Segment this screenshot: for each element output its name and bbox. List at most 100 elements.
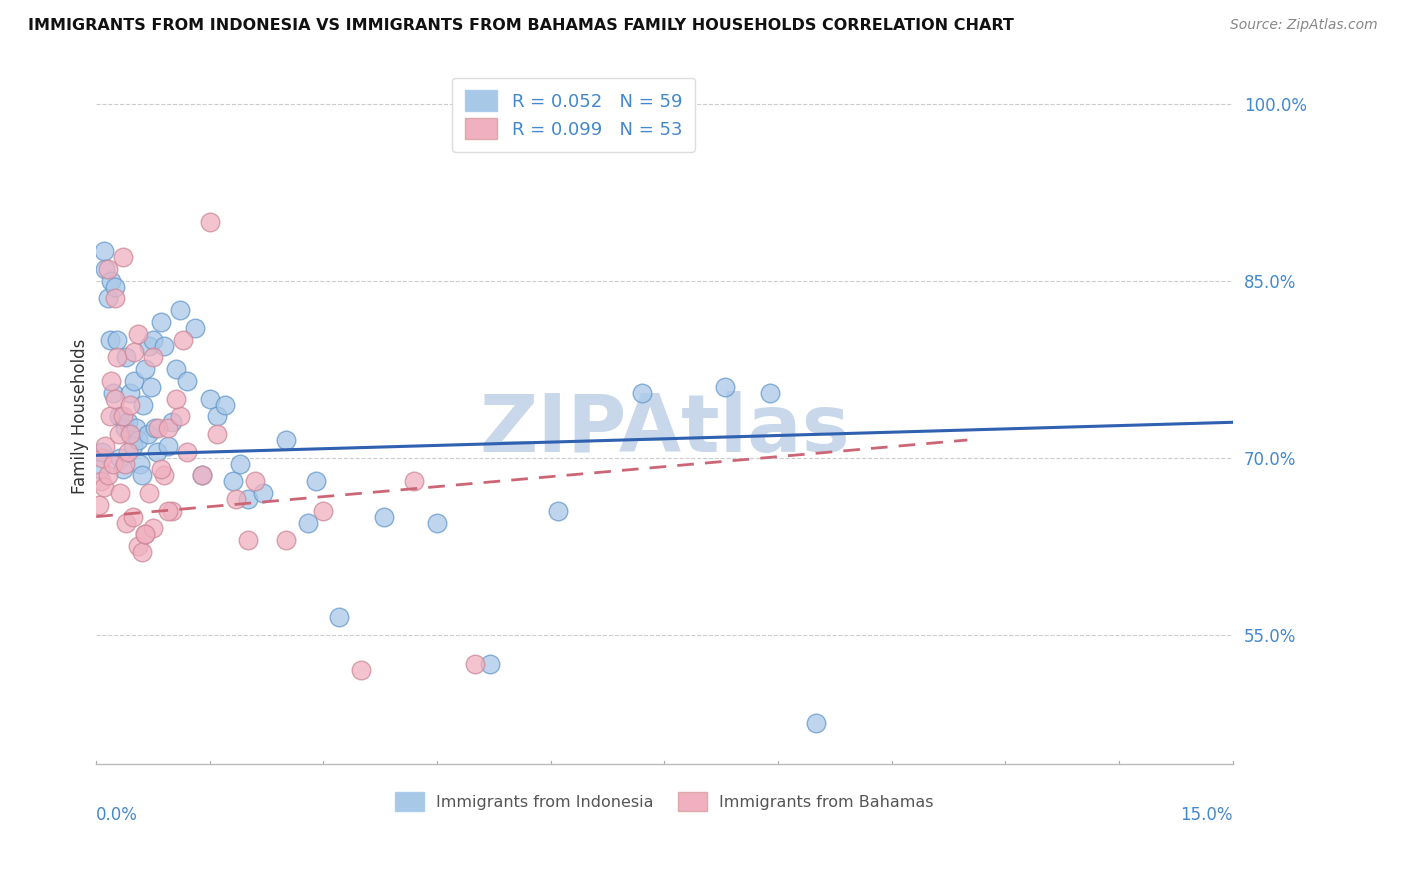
Point (96, 262, 118, 277)
Point (479, 657, 502, 671)
Point (149, 462, 172, 476)
Point (176, 444, 198, 458)
Point (127, 539, 149, 553)
Point (90, 475, 112, 489)
Point (120, 398, 142, 412)
Text: Source: ZipAtlas.com: Source: ZipAtlas.com (1230, 18, 1378, 32)
Point (94, 439, 117, 453)
Point (157, 421, 180, 435)
Point (146, 444, 169, 458)
Point (98, 409, 121, 424)
Point (143, 421, 166, 435)
Point (160, 504, 183, 518)
Point (236, 491, 259, 506)
Legend: Immigrants from Indonesia, Immigrants from Bahamas: Immigrants from Indonesia, Immigrants fr… (387, 784, 942, 819)
Point (131, 468, 153, 483)
Point (207, 409, 229, 424)
Point (93, 244, 115, 259)
Point (134, 362, 156, 376)
Point (153, 338, 176, 352)
Point (108, 409, 131, 424)
Point (297, 516, 319, 530)
Point (91, 450, 114, 465)
Point (101, 385, 124, 400)
Point (245, 475, 267, 489)
Point (373, 509, 395, 524)
Point (547, 504, 569, 518)
Point (134, 527, 156, 541)
Point (160, 415, 183, 429)
Point (134, 527, 156, 541)
Y-axis label: Family Households: Family Households (72, 339, 89, 494)
Point (110, 450, 132, 465)
Point (172, 333, 194, 347)
Point (108, 427, 131, 442)
Point (165, 392, 187, 406)
Point (104, 279, 127, 293)
Point (165, 362, 187, 376)
Point (138, 338, 160, 352)
Point (132, 398, 155, 412)
Point (105, 351, 128, 365)
Text: 0.0%: 0.0% (96, 806, 138, 824)
Point (142, 521, 165, 535)
Point (127, 433, 149, 447)
Point (114, 457, 136, 471)
Point (148, 421, 170, 435)
Point (122, 374, 145, 388)
Point (714, 380, 737, 394)
Point (98, 333, 121, 347)
Point (93, 480, 115, 494)
Point (804, 716, 827, 731)
Point (149, 315, 172, 329)
Point (157, 439, 180, 453)
Point (94, 262, 117, 277)
Point (153, 468, 176, 483)
Point (157, 504, 180, 518)
Point (104, 392, 127, 406)
Point (127, 326, 149, 341)
Point (89, 498, 111, 512)
Point (191, 468, 214, 483)
Point (96, 468, 118, 483)
Point (111, 409, 134, 424)
Point (274, 533, 297, 548)
Point (120, 385, 142, 400)
Point (121, 509, 143, 524)
Point (111, 462, 134, 476)
Point (328, 610, 350, 624)
Point (124, 421, 146, 435)
Point (89, 462, 111, 476)
Point (191, 468, 214, 483)
Point (142, 351, 165, 365)
Point (121, 439, 143, 453)
Text: ZIPAtlas: ZIPAtlas (479, 392, 849, 469)
Point (221, 475, 243, 489)
Point (198, 392, 221, 406)
Point (117, 415, 139, 429)
Point (759, 385, 782, 400)
Point (122, 344, 145, 359)
Point (115, 516, 138, 530)
Text: 15.0%: 15.0% (1180, 806, 1233, 824)
Point (225, 491, 247, 506)
Point (214, 398, 236, 412)
Point (131, 545, 153, 559)
Point (198, 215, 221, 229)
Point (120, 427, 142, 442)
Point (111, 250, 134, 264)
Point (91, 444, 114, 458)
Point (138, 486, 160, 500)
Point (96, 292, 118, 306)
Point (115, 351, 138, 365)
Point (169, 409, 191, 424)
Point (207, 427, 229, 442)
Point (274, 433, 297, 447)
Point (229, 457, 252, 471)
Point (183, 321, 205, 335)
Point (105, 333, 128, 347)
Text: IMMIGRANTS FROM INDONESIA VS IMMIGRANTS FROM BAHAMAS FAMILY HOUSEHOLDS CORRELATI: IMMIGRANTS FROM INDONESIA VS IMMIGRANTS … (28, 18, 1014, 33)
Point (312, 504, 335, 518)
Point (404, 475, 426, 489)
Point (114, 421, 136, 435)
